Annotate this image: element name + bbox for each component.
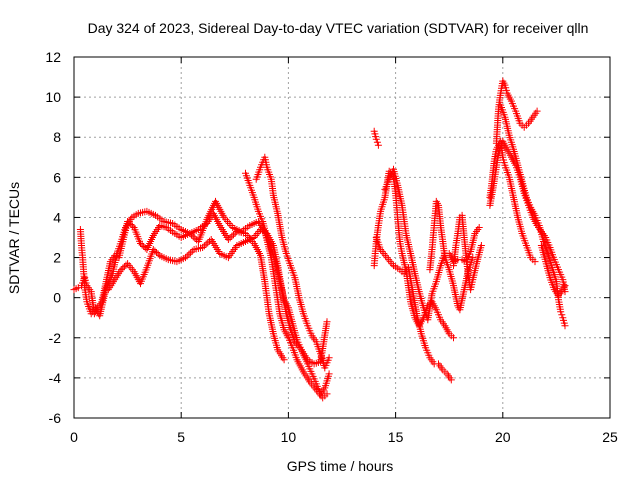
y-tick-label: 8: [53, 129, 61, 145]
y-tick-label: -6: [49, 410, 62, 426]
y-tick-label: -4: [49, 370, 62, 386]
x-tick-label: 5: [177, 429, 185, 445]
series-track: [104, 226, 331, 368]
series-track: [372, 234, 455, 384]
y-tick-label: 6: [53, 169, 61, 185]
data-point: [325, 370, 333, 378]
plot-frame: [73, 56, 611, 419]
data-point: [323, 318, 331, 326]
data-point: [117, 266, 125, 274]
data-point: [533, 107, 541, 115]
y-tick-label: -2: [49, 330, 62, 346]
y-tick-label: 12: [45, 49, 61, 65]
data-point: [373, 138, 381, 146]
data-point: [119, 264, 127, 272]
series-track: [426, 197, 477, 314]
series-track: [537, 242, 569, 300]
series-track: [242, 169, 333, 398]
data-point: [154, 250, 162, 258]
data-point: [191, 234, 199, 242]
data-point: [558, 311, 566, 319]
series-track: [450, 211, 485, 294]
chart-title: Day 324 of 2023, Sidereal Day-to-day VTE…: [88, 20, 589, 36]
data-point: [477, 242, 485, 249]
data-point: [325, 354, 333, 362]
data-point: [557, 308, 565, 316]
data-point: [226, 234, 234, 242]
data-points: [70, 77, 569, 402]
y-tick-labels: -6 -4 -2 0 2 4 6 8 10 12: [45, 49, 61, 426]
data-point: [450, 334, 457, 342]
data-point: [280, 356, 288, 364]
data-point: [475, 224, 483, 231]
series-track: [492, 77, 541, 147]
series-track: [370, 127, 382, 149]
data-point: [323, 390, 331, 398]
data-point: [561, 282, 569, 290]
y-tick-label: 4: [53, 209, 61, 225]
data-point: [469, 254, 477, 262]
data-point: [185, 250, 193, 258]
axis-ticks: [73, 56, 611, 419]
data-point: [230, 231, 237, 239]
series-track: [497, 101, 569, 330]
x-tick-label: 15: [388, 429, 404, 445]
data-point: [189, 233, 197, 241]
series-track: [70, 209, 288, 364]
x-tick-label: 25: [602, 429, 618, 445]
y-tick-label: 10: [45, 89, 61, 105]
data-point: [151, 247, 159, 255]
data-point: [224, 236, 232, 243]
data-point: [372, 135, 380, 143]
data-point: [374, 141, 382, 149]
x-tick-label: 10: [281, 429, 297, 445]
y-tick-label: 2: [53, 250, 61, 266]
data-point: [137, 240, 144, 247]
data-point: [153, 249, 160, 256]
data-point: [182, 254, 189, 262]
data-point: [186, 230, 194, 237]
data-point: [204, 239, 212, 247]
data-point: [199, 244, 207, 251]
data-point: [228, 232, 236, 240]
data-point: [531, 258, 539, 266]
x-tick-labels: 0 5 10 15 20 25: [70, 429, 618, 445]
data-point: [183, 252, 191, 260]
data-point: [138, 241, 146, 249]
data-point: [120, 263, 128, 271]
data-point: [140, 243, 148, 250]
data-point: [149, 246, 157, 253]
data-point: [187, 249, 195, 257]
series-track: [252, 153, 333, 372]
series-track: [381, 165, 483, 324]
data-point: [202, 240, 210, 248]
series-track: [76, 197, 331, 402]
data-point: [561, 322, 569, 330]
data-point: [188, 231, 195, 239]
x-tick-label: 0: [70, 429, 78, 445]
series-track: [486, 137, 569, 296]
y-tick-label: 0: [53, 290, 61, 306]
data-point: [188, 247, 196, 255]
data-point: [447, 376, 455, 384]
x-tick-label: 20: [495, 429, 511, 445]
y-axis-label: SDTVAR / TECUs: [6, 182, 22, 294]
x-axis-label: GPS time / hours: [287, 458, 394, 474]
data-point: [200, 242, 208, 250]
